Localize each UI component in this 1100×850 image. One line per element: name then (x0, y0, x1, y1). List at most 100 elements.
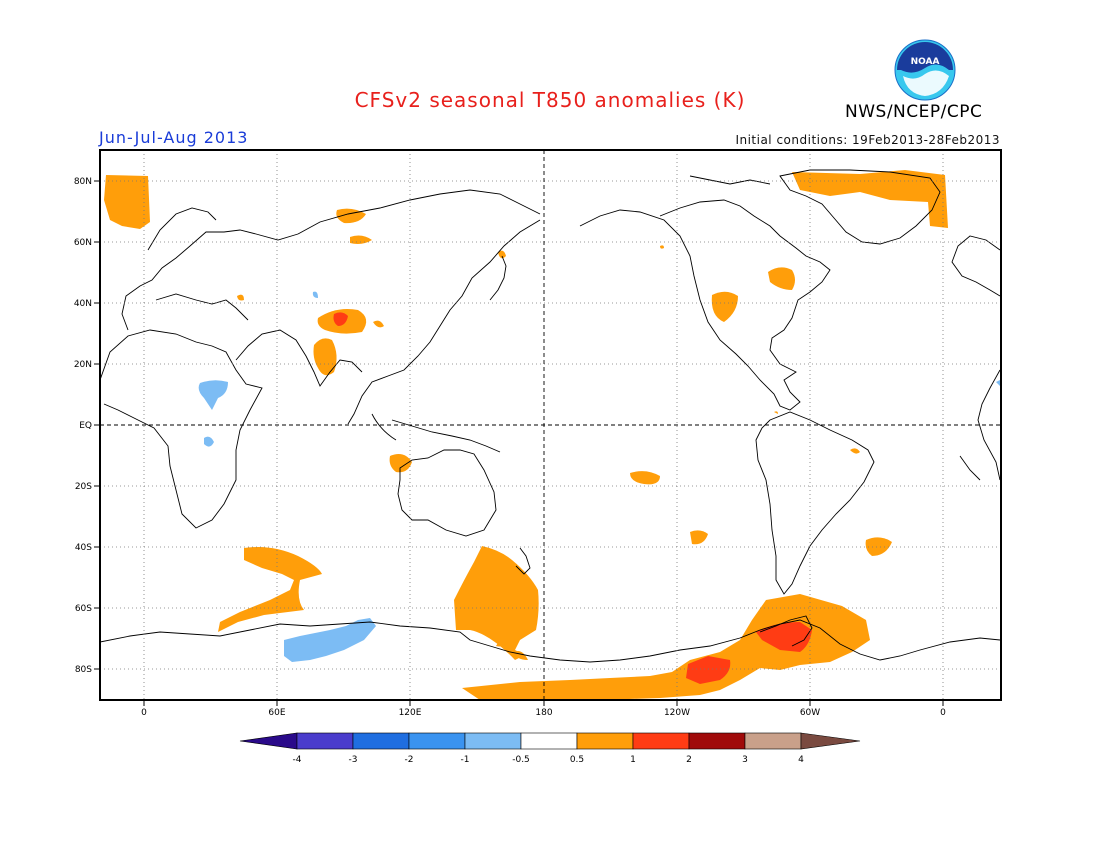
colorbar-label: -1 (461, 755, 470, 765)
logo-text: NOAA (911, 57, 940, 67)
anomaly-south-pacific (690, 530, 708, 545)
coast-africa-right (977, 369, 1001, 481)
lat-label: 40S (75, 543, 92, 553)
colorbar-bin (744, 732, 802, 750)
anomaly-amazon (850, 448, 860, 454)
longitude-labels: 0 60E 120E 180 120W 60W 0 (141, 708, 946, 718)
anomaly-east-africa (204, 436, 214, 447)
anomaly-tibet-core (333, 312, 348, 326)
colorbar-bin (296, 732, 354, 750)
org-label: NWS/NCEP/CPC (845, 102, 983, 122)
anomaly-bellingshausen-core (686, 656, 731, 684)
coast-antarctica (100, 619, 1001, 663)
latitude-labels: 80N 60N 40N 20N EQ 20S 40S 60S 80S (74, 177, 92, 675)
coast-south-america (755, 411, 875, 595)
lat-label: EQ (79, 421, 92, 431)
anomaly-us-west (711, 291, 738, 322)
coast-japan (489, 255, 507, 301)
anomaly-greenland-east (792, 170, 948, 228)
colorbar-labels: -4 -3 -2 -1 -0.5 0.5 1 2 3 4 (293, 755, 805, 765)
noaa-logo: NOAA (894, 39, 956, 101)
initial-conditions-label: Initial conditions: 19Feb2013-28Feb2013 (735, 133, 1000, 147)
anomaly-ross-sea (462, 594, 870, 700)
anomaly-shading (104, 170, 1000, 700)
anomaly-caspian (312, 291, 318, 298)
lat-label: 80S (75, 665, 92, 675)
lat-label: 20S (75, 482, 92, 492)
anomaly-ross-sea-3 (496, 640, 508, 647)
anomaly-east-antarctica (284, 618, 376, 662)
colorbar-label: 1 (630, 755, 636, 765)
cool-anomalies (198, 291, 1000, 662)
season-label: Jun-Jul-Aug 2013 (99, 128, 249, 147)
colorbar-high-arrow (800, 732, 861, 750)
lon-label: 120E (399, 708, 422, 718)
colorbar-bin (408, 732, 466, 750)
coast-asia-east (347, 219, 541, 425)
anomaly-central-america (774, 411, 778, 414)
coast-europe (121, 229, 299, 331)
anomaly-india (313, 338, 337, 376)
colorbar-bin (520, 732, 578, 750)
coast-brazil-right (959, 455, 981, 481)
lon-label: 180 (535, 708, 552, 718)
anomaly-north-australia (389, 454, 412, 473)
lat-label: 80N (74, 177, 92, 187)
coast-north-america (579, 199, 831, 411)
anomaly-sahel (198, 380, 228, 410)
anomaly-china-small (373, 320, 384, 328)
anomaly-east-pacific (630, 471, 660, 485)
coast-mediterranean (155, 293, 249, 321)
lat-label: 40N (74, 299, 92, 309)
colorbar-bin (352, 732, 410, 750)
anomaly-new-zealand-south (454, 546, 539, 660)
coast-antarctic-peninsula (759, 615, 813, 647)
anomaly-japan (498, 250, 506, 259)
coast-europe-north (147, 207, 217, 251)
colorbar-label: -0.5 (512, 755, 530, 765)
coast-arctic-canada (689, 175, 771, 185)
colorbar-bin (576, 732, 634, 750)
anomaly-canada-dot (660, 245, 664, 249)
colorbar-bin (632, 732, 690, 750)
colorbar-label: 4 (798, 755, 804, 765)
colorbar-bin (464, 732, 522, 750)
lat-label: 60S (75, 604, 92, 614)
tick-marks (94, 180, 944, 706)
lon-label: 120W (664, 708, 690, 718)
coast-arabia-india (235, 329, 363, 387)
strong-warm-anomalies (333, 312, 812, 684)
lat-label: 60N (74, 238, 92, 248)
anomaly-south-indian (218, 547, 322, 632)
anomaly-atlantic-edge (996, 380, 1000, 386)
anomaly-south-atlantic (865, 537, 892, 556)
colorbar-label: 0.5 (570, 755, 584, 765)
colorbar-label: -2 (405, 755, 414, 765)
anomaly-arabia-dot (237, 294, 244, 301)
lon-label: 0 (940, 708, 946, 718)
colorbar-label: 2 (686, 755, 692, 765)
coast-asia-north (297, 189, 541, 235)
lon-label: 60E (268, 708, 285, 718)
coast-indonesia-2 (371, 413, 397, 441)
coast-africa (100, 329, 263, 529)
coast-indonesia (391, 419, 501, 453)
coast-australia (397, 449, 497, 537)
colorbar-label: 3 (742, 755, 748, 765)
lon-label: 60W (800, 708, 820, 718)
reference-lines (100, 150, 1001, 700)
anomaly-siberia-south (350, 235, 372, 244)
lon-label: 0 (141, 708, 147, 718)
lat-label: 20N (74, 360, 92, 370)
anomaly-antarctic-peninsula-core (756, 622, 812, 652)
coast-europe-right (951, 235, 1001, 297)
colorbar-label: -3 (349, 755, 358, 765)
colorbar: -4 -3 -2 -1 -0.5 0.5 1 2 3 4 (239, 732, 861, 765)
anomaly-greenland-west (104, 175, 150, 229)
coast-new-zealand (515, 547, 531, 575)
coast-greenland (779, 169, 941, 245)
colorbar-bin (688, 732, 746, 750)
map-title: CFSv2 seasonal T850 anomalies (K) (354, 88, 746, 112)
colorbar-label: -4 (293, 755, 302, 765)
